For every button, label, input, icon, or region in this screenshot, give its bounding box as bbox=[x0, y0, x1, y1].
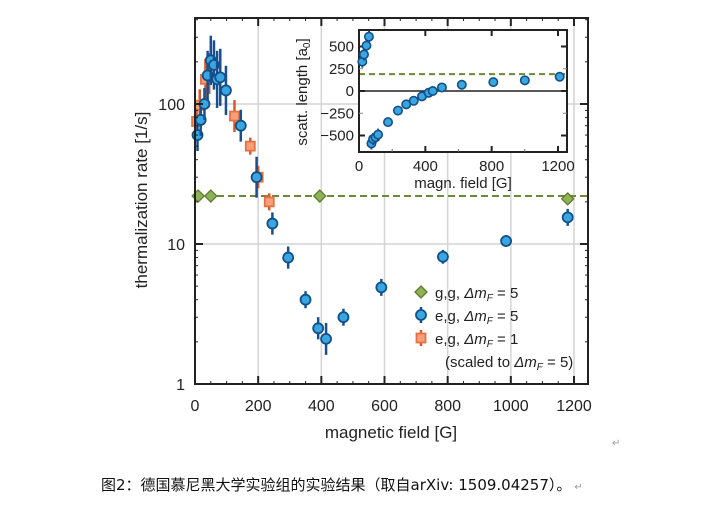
data-point-circle bbox=[375, 281, 388, 294]
x-tick-label: 400 bbox=[308, 398, 335, 415]
legend-marker-square bbox=[415, 332, 427, 344]
x-tick-label: 1000 bbox=[493, 398, 529, 415]
data-point-circle bbox=[437, 250, 449, 263]
paragraph-mark: ↵ bbox=[612, 438, 621, 449]
data-point-circle bbox=[337, 311, 350, 324]
data-point-circle bbox=[561, 211, 574, 224]
inset-data-point bbox=[392, 105, 403, 116]
figure: 0 200 400 600 800 1000 1200 1 10 100 magnetic fie… bbox=[132, 17, 592, 442]
data-point-circle bbox=[266, 217, 279, 230]
data-point-diamond bbox=[203, 189, 218, 203]
x-tick-label: 0 bbox=[191, 398, 200, 415]
legend-label: e,g, ΔmF = 5 bbox=[435, 308, 518, 327]
inset-data-point bbox=[519, 75, 530, 86]
inset-y-axis-label: scatt. length [a0] bbox=[294, 38, 313, 145]
inset-x-tick-label: 1200 bbox=[541, 158, 574, 175]
inset-data-point bbox=[554, 71, 565, 82]
legend-note: (scaled to ΔmF = 5) bbox=[445, 354, 573, 373]
inset-y-tick-label: −250 bbox=[320, 105, 354, 122]
data-point-circle bbox=[320, 332, 332, 345]
x-axis-label: magnetic field [G] bbox=[325, 423, 457, 442]
inset-data-point bbox=[383, 117, 394, 128]
inset-data-point bbox=[427, 86, 438, 97]
data-point-diamond bbox=[560, 191, 575, 206]
inset-y-tick-label: 0 bbox=[346, 83, 354, 100]
legend: g,g, ΔmF = 5 e,g, ΔmF = 5 e,g, ΔmF = 1 (sca… bbox=[414, 285, 573, 373]
data-point-circle bbox=[500, 235, 512, 247]
inset-chart: 0 400 800 1200 500 250 0 −250 −500 magn. field [G… bbox=[294, 29, 575, 192]
legend-label: e,g, ΔmF = 1 bbox=[435, 331, 518, 350]
series-diamond bbox=[191, 189, 575, 206]
series-circle bbox=[191, 35, 574, 355]
legend-label: g,g, ΔmF = 5 bbox=[435, 285, 518, 304]
data-point-circle bbox=[250, 171, 263, 184]
x-tick-label: 600 bbox=[371, 398, 398, 415]
y-tick-label: 100 bbox=[158, 97, 185, 114]
legend-marker-circle bbox=[415, 309, 427, 321]
y-tick-label: 10 bbox=[167, 237, 185, 254]
inset-x-tick-label: 400 bbox=[413, 158, 438, 175]
inset-x-axis-label: magn. field [G] bbox=[414, 175, 512, 192]
x-tick-label: 800 bbox=[434, 398, 461, 415]
inset-y-tick-label: 500 bbox=[329, 39, 354, 56]
data-point-circle bbox=[312, 322, 325, 335]
inset-x-tick-label: 800 bbox=[479, 158, 504, 175]
inset-y-tick-label: 250 bbox=[329, 61, 354, 78]
legend-marker-diamond bbox=[414, 285, 428, 299]
inset-data-point bbox=[408, 95, 419, 106]
main-data-series bbox=[191, 35, 575, 355]
inset-data-point bbox=[373, 129, 384, 140]
y-axis-label: thermalization rate [1/s] bbox=[132, 112, 151, 289]
x-tick-label: 1200 bbox=[556, 398, 592, 415]
data-point-circle bbox=[299, 293, 312, 306]
data-point-circle bbox=[282, 251, 295, 264]
inset-data-point bbox=[436, 82, 447, 93]
data-point-circle bbox=[234, 119, 247, 132]
main-axes: 0 200 400 600 800 1000 1200 1 10 100 bbox=[158, 17, 592, 415]
data-point-square bbox=[244, 140, 256, 152]
inset-data-point bbox=[358, 49, 369, 60]
inset-data-point bbox=[361, 40, 372, 51]
figure-caption: 图2：德国慕尼黑大学实验组的实验结果（取自arXiv: 1509.04257）。… bbox=[101, 474, 583, 495]
data-point-square bbox=[229, 110, 240, 122]
inset-data-point bbox=[456, 79, 467, 90]
data-point-circle bbox=[220, 84, 232, 97]
y-tick-label: 1 bbox=[176, 377, 185, 394]
data-point-diamond bbox=[191, 189, 206, 203]
data-point-square bbox=[263, 196, 275, 208]
inset-y-tick-label: −500 bbox=[320, 128, 354, 145]
inset-data-point bbox=[363, 31, 374, 42]
x-tick-label: 200 bbox=[245, 398, 272, 415]
data-point-diamond bbox=[312, 189, 327, 203]
inset-x-tick-label: 0 bbox=[355, 158, 363, 175]
paragraph-mark: ↵ bbox=[574, 482, 583, 493]
caption-text: 图2：德国慕尼黑大学实验组的实验结果（取自arXiv: 1509.04257）。 bbox=[101, 476, 572, 494]
plot-frame bbox=[194, 17, 589, 385]
inset-data-point bbox=[488, 77, 499, 88]
data-point-circle bbox=[214, 71, 227, 84]
